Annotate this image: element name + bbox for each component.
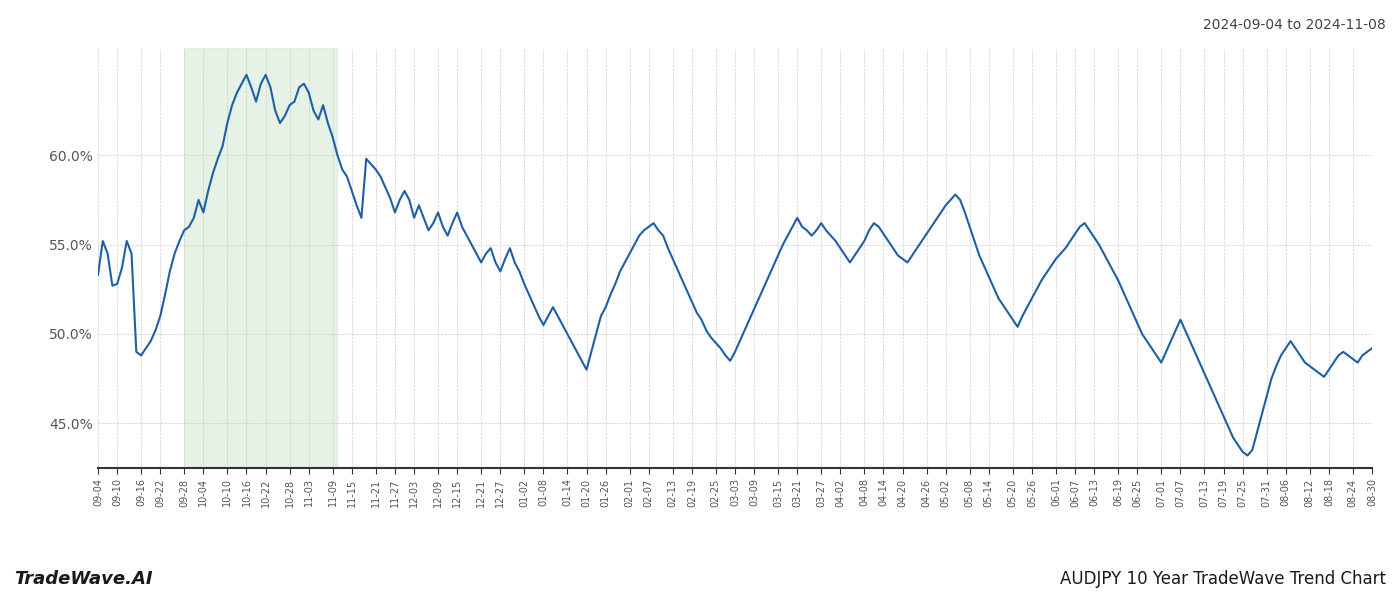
Text: 2024-09-04 to 2024-11-08: 2024-09-04 to 2024-11-08	[1203, 18, 1386, 32]
Text: TradeWave.AI: TradeWave.AI	[14, 570, 153, 588]
Text: AUDJPY 10 Year TradeWave Trend Chart: AUDJPY 10 Year TradeWave Trend Chart	[1060, 570, 1386, 588]
Bar	[185, 48, 337, 468]
